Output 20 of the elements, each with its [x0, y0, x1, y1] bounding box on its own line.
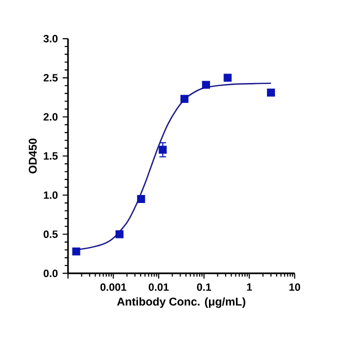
point	[202, 80, 210, 89]
x-tick-label: 0.1	[197, 283, 212, 291]
y-tick-label: 3.0	[43, 34, 58, 42]
x-tick-label: 10	[289, 283, 300, 291]
y-tick-label: 0.5	[44, 230, 58, 238]
x-tick-label: 0.01	[148, 283, 169, 291]
x-tick-label: 0.001	[100, 283, 126, 291]
point	[116, 230, 124, 238]
point	[180, 94, 188, 103]
y-tick-label: 0.0	[44, 270, 58, 278]
x-tick-label: 1	[247, 283, 252, 291]
y-tick-label: 2.0	[44, 113, 58, 121]
point	[158, 146, 167, 154]
x-axis-title: Antibody Conc. (μg/mL)	[117, 297, 246, 308]
y-tick-label: 2.5	[44, 74, 58, 82]
point	[137, 195, 146, 204]
y-tick-label: 1.0	[44, 191, 58, 199]
y-axis-title: OD450	[28, 138, 37, 174]
y-tick-label: 1.5	[44, 152, 58, 160]
point	[224, 74, 232, 82]
